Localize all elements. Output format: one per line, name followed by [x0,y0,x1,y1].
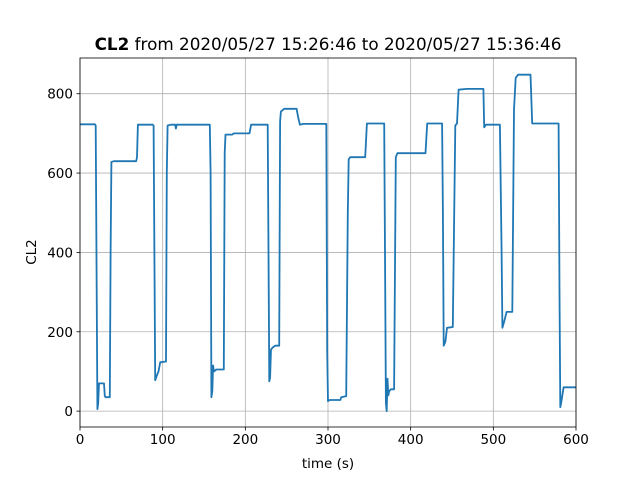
x-axis-ticks: 0 100 200 300 400 500 600 [76,427,589,448]
grid [79,58,577,427]
x-tick-label: 500 [480,432,506,448]
x-tick-label: 300 [315,432,341,448]
x-tick-label: 0 [76,432,85,448]
chart-title: CL2 from 2020/05/27 15:26:46 to 2020/05/… [95,34,562,54]
x-axis-label: time (s) [302,456,354,472]
y-tick-label: 200 [47,325,73,341]
x-tick-label: 400 [398,432,424,448]
y-axis-label: CL2 [24,239,40,265]
y-tick-label: 400 [47,245,73,261]
x-tick-label: 200 [232,432,258,448]
y-axis-ticks: 0 200 400 600 800 [47,87,80,420]
x-tick-label: 100 [150,432,176,448]
series-line [80,73,576,412]
chart-title-rest: from 2020/05/27 15:26:46 to 2020/05/27 1… [129,34,561,54]
chart-title-bold: CL2 [95,34,130,54]
y-tick-label: 0 [64,404,73,420]
y-tick-label: 600 [47,166,73,182]
x-tick-label: 600 [563,432,589,448]
y-tick-label: 800 [47,87,73,103]
series-layer [80,73,576,412]
